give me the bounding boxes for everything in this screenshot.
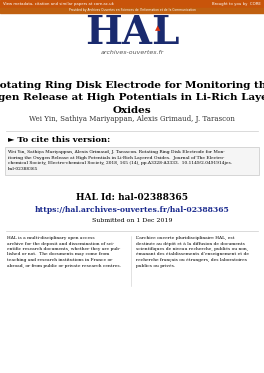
Text: ► To cite this version:: ► To cite this version: — [8, 136, 110, 144]
Text: ▲: ▲ — [155, 25, 161, 31]
Text: Submitted on 1 Dec 2019: Submitted on 1 Dec 2019 — [92, 219, 172, 223]
Text: HAL is a multi-disciplinary open access
archive for the deposit and disseminatio: HAL is a multi-disciplinary open access … — [7, 236, 121, 267]
Text: Wei Yin, Sathiya Mariyappan, Alexis Grimaud, J. Tarascon: Wei Yin, Sathiya Mariyappan, Alexis Grim… — [29, 115, 235, 123]
FancyBboxPatch shape — [5, 147, 259, 175]
Text: archives-ouvertes.fr: archives-ouvertes.fr — [100, 50, 164, 54]
Text: L’archive ouverte pluridisciplinaire HAL, est
destinée au dépôt et à la diffusio: L’archive ouverte pluridisciplinaire HAL… — [136, 236, 249, 267]
Text: View metadata, citation and similar papers at core.ac.uk: View metadata, citation and similar pape… — [3, 2, 114, 6]
Bar — [0, 8, 264, 13]
Text: Provided by Archives Ouvertes en Sciences de l'Information et de la Communicatio: Provided by Archives Ouvertes en Science… — [69, 9, 195, 13]
Text: HAL: HAL — [85, 14, 179, 52]
Text: Brought to you by  CORE: Brought to you by CORE — [212, 2, 261, 6]
Text: https://hal.archives-ouvertes.fr/hal-02388365: https://hal.archives-ouvertes.fr/hal-023… — [35, 206, 229, 214]
Text: Rotating Ring Disk Electrode for Monitoring the
Oxygen Release at High Potential: Rotating Ring Disk Electrode for Monitor… — [0, 81, 264, 115]
Bar — [0, 0, 264, 8]
Text: Wei Yin, Sathiya Mariyappan, Alexis Grimaud, J. Tarascon. Rotating Ring Disk Ele: Wei Yin, Sathiya Mariyappan, Alexis Grim… — [8, 150, 232, 170]
Text: HAL Id: hal-02388365: HAL Id: hal-02388365 — [76, 192, 188, 201]
